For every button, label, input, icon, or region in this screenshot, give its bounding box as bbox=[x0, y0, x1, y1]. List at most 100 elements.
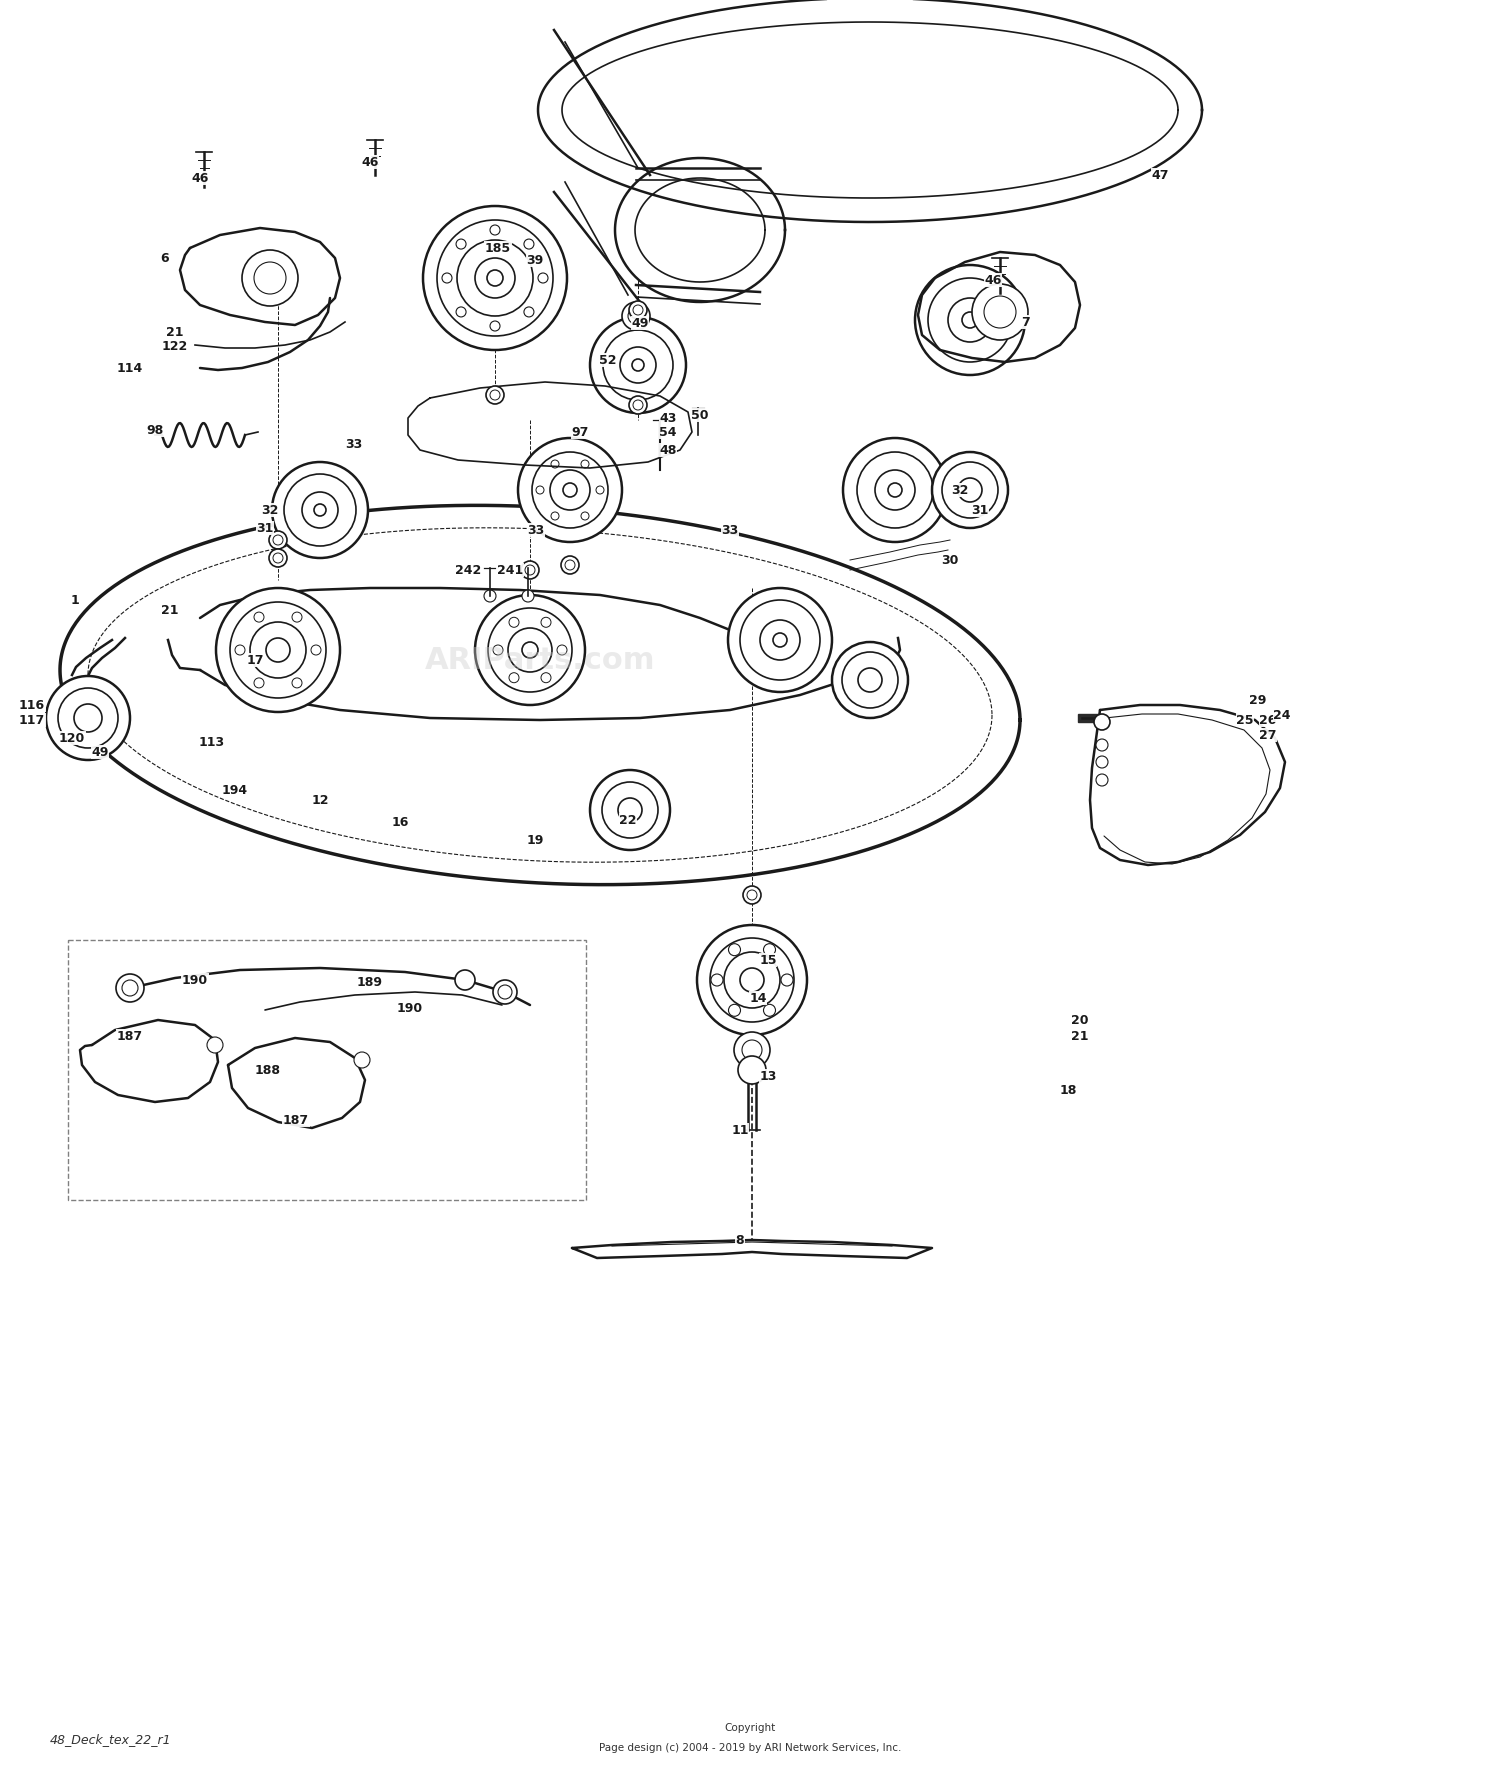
Text: 190: 190 bbox=[182, 973, 209, 986]
Text: 48_Deck_tex_22_r1: 48_Deck_tex_22_r1 bbox=[50, 1733, 171, 1746]
Circle shape bbox=[628, 396, 646, 414]
Circle shape bbox=[292, 678, 302, 687]
Circle shape bbox=[216, 588, 340, 712]
Circle shape bbox=[856, 453, 933, 527]
Text: 29: 29 bbox=[1250, 693, 1266, 707]
Circle shape bbox=[46, 677, 130, 760]
Circle shape bbox=[915, 265, 1024, 375]
Text: 39: 39 bbox=[526, 254, 543, 266]
Text: 49: 49 bbox=[632, 316, 648, 330]
Circle shape bbox=[494, 645, 502, 655]
Circle shape bbox=[628, 307, 644, 323]
Circle shape bbox=[524, 240, 534, 249]
Circle shape bbox=[456, 307, 466, 316]
Circle shape bbox=[942, 462, 998, 519]
Circle shape bbox=[254, 613, 264, 622]
Text: 20: 20 bbox=[1071, 1014, 1089, 1027]
Circle shape bbox=[442, 274, 452, 282]
Circle shape bbox=[268, 531, 286, 549]
Circle shape bbox=[458, 240, 532, 316]
Circle shape bbox=[525, 565, 536, 575]
Circle shape bbox=[566, 559, 574, 570]
Circle shape bbox=[874, 471, 915, 510]
Circle shape bbox=[550, 460, 560, 469]
Text: 11: 11 bbox=[732, 1124, 748, 1137]
Circle shape bbox=[230, 602, 326, 698]
Text: 21: 21 bbox=[166, 325, 183, 339]
Text: 47: 47 bbox=[1152, 169, 1168, 181]
Circle shape bbox=[1096, 774, 1108, 787]
Circle shape bbox=[734, 1032, 770, 1067]
Circle shape bbox=[603, 330, 674, 400]
Circle shape bbox=[74, 703, 102, 732]
Circle shape bbox=[476, 258, 514, 298]
Circle shape bbox=[972, 284, 1028, 339]
Circle shape bbox=[536, 487, 544, 494]
Circle shape bbox=[486, 385, 504, 403]
Circle shape bbox=[1096, 757, 1108, 767]
Circle shape bbox=[302, 492, 338, 527]
Text: 190: 190 bbox=[398, 1002, 423, 1014]
Circle shape bbox=[207, 1037, 224, 1053]
Text: 189: 189 bbox=[357, 975, 382, 989]
Circle shape bbox=[562, 483, 578, 497]
Text: 21: 21 bbox=[1071, 1030, 1089, 1043]
Text: 114: 114 bbox=[117, 362, 142, 375]
Circle shape bbox=[242, 250, 298, 305]
Circle shape bbox=[542, 618, 550, 627]
Circle shape bbox=[490, 391, 500, 400]
FancyBboxPatch shape bbox=[68, 940, 586, 1201]
Text: 25: 25 bbox=[1236, 714, 1254, 726]
Circle shape bbox=[490, 226, 500, 234]
Circle shape bbox=[538, 274, 548, 282]
Text: 6: 6 bbox=[160, 252, 170, 265]
Circle shape bbox=[314, 504, 326, 517]
Text: 33: 33 bbox=[722, 524, 738, 536]
Circle shape bbox=[273, 552, 284, 563]
Text: 113: 113 bbox=[200, 735, 225, 748]
Circle shape bbox=[710, 938, 794, 1021]
Text: 1: 1 bbox=[70, 593, 80, 606]
Text: 16: 16 bbox=[392, 815, 408, 828]
Circle shape bbox=[561, 556, 579, 574]
Circle shape bbox=[948, 298, 992, 343]
Circle shape bbox=[524, 307, 534, 316]
Circle shape bbox=[618, 797, 642, 822]
Circle shape bbox=[782, 973, 794, 986]
Text: Page design (c) 2004 - 2019 by ARI Network Services, Inc.: Page design (c) 2004 - 2019 by ARI Netwo… bbox=[598, 1742, 902, 1753]
Text: Copyright: Copyright bbox=[724, 1723, 776, 1733]
Text: 50: 50 bbox=[692, 408, 708, 421]
Text: 12: 12 bbox=[312, 794, 328, 806]
Circle shape bbox=[738, 1057, 766, 1083]
Circle shape bbox=[740, 968, 764, 993]
Text: 187: 187 bbox=[284, 1114, 309, 1126]
Circle shape bbox=[602, 781, 658, 838]
Circle shape bbox=[509, 673, 519, 682]
Circle shape bbox=[833, 641, 908, 718]
Circle shape bbox=[628, 300, 646, 320]
Text: 120: 120 bbox=[58, 732, 86, 744]
Circle shape bbox=[509, 618, 519, 627]
Circle shape bbox=[729, 943, 741, 955]
Text: 43: 43 bbox=[660, 412, 676, 424]
Text: 30: 30 bbox=[942, 554, 958, 567]
Circle shape bbox=[254, 678, 264, 687]
Text: 52: 52 bbox=[598, 353, 616, 366]
Circle shape bbox=[494, 980, 517, 1003]
Text: 241: 241 bbox=[496, 563, 523, 577]
Text: 49: 49 bbox=[92, 746, 108, 758]
Circle shape bbox=[476, 595, 585, 705]
Circle shape bbox=[742, 886, 760, 904]
Circle shape bbox=[454, 970, 476, 989]
Circle shape bbox=[633, 400, 644, 410]
Circle shape bbox=[760, 620, 800, 661]
Circle shape bbox=[354, 1051, 370, 1067]
Circle shape bbox=[711, 973, 723, 986]
Circle shape bbox=[498, 986, 512, 998]
Text: 17: 17 bbox=[246, 654, 264, 666]
Text: 27: 27 bbox=[1260, 728, 1276, 742]
Circle shape bbox=[698, 925, 807, 1035]
Text: 8: 8 bbox=[735, 1234, 744, 1247]
Text: 14: 14 bbox=[750, 991, 766, 1005]
Text: 15: 15 bbox=[759, 954, 777, 966]
